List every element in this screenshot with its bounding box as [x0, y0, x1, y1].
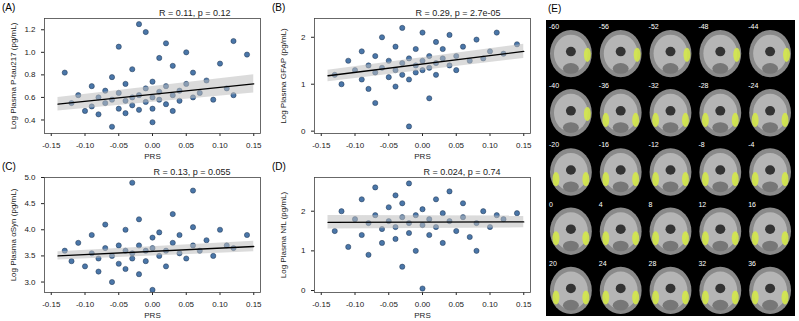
- svg-text:-0.15: -0.15: [42, 141, 61, 150]
- svg-text:32: 32: [698, 260, 706, 267]
- svg-text:-0.05: -0.05: [110, 300, 129, 309]
- svg-text:PRS: PRS: [144, 152, 160, 161]
- svg-text:0.05: 0.05: [448, 141, 464, 150]
- svg-text:0.4: 0.4: [24, 116, 36, 125]
- svg-text:R = 0.11, p = 0.12: R = 0.11, p = 0.12: [159, 8, 230, 18]
- svg-text:-0.10: -0.10: [346, 141, 365, 150]
- svg-text:-20: -20: [549, 141, 559, 148]
- svg-text:16: 16: [748, 201, 756, 208]
- svg-text:3.5: 3.5: [24, 251, 36, 260]
- svg-text:1: 1: [301, 80, 306, 89]
- svg-text:0: 0: [301, 286, 306, 295]
- svg-text:-0.05: -0.05: [380, 141, 399, 150]
- svg-text:PRS: PRS: [414, 152, 430, 161]
- svg-text:0.15: 0.15: [246, 300, 262, 309]
- svg-text:Log Plasma GFAP (pg/mL): Log Plasma GFAP (pg/mL): [279, 28, 288, 124]
- svg-text:0.10: 0.10: [212, 141, 228, 150]
- svg-text:4: 4: [599, 201, 603, 208]
- svg-text:-56: -56: [599, 23, 609, 30]
- svg-text:0.10: 0.10: [482, 141, 498, 150]
- svg-text:36: 36: [748, 260, 756, 267]
- svg-text:-0.15: -0.15: [42, 300, 61, 309]
- html-text:(E): (E): [548, 3, 562, 14]
- svg-text:5.0: 5.0: [24, 173, 36, 182]
- svg-text:-24: -24: [748, 82, 758, 89]
- svg-text:1.0: 1.0: [24, 48, 36, 57]
- svg-text:-12: -12: [649, 141, 659, 148]
- svg-text:0: 0: [301, 127, 306, 136]
- svg-text:-4: -4: [748, 141, 754, 148]
- svg-text:-40: -40: [549, 82, 559, 89]
- svg-text:-0.10: -0.10: [76, 300, 95, 309]
- svg-text:-0.05: -0.05: [380, 300, 399, 309]
- svg-text:PRS: PRS: [414, 311, 430, 320]
- html-text:(D): (D): [272, 161, 286, 172]
- svg-text:-0.15: -0.15: [312, 300, 331, 309]
- svg-text:2: 2: [301, 33, 306, 42]
- svg-text:0.05: 0.05: [448, 300, 464, 309]
- svg-text:-0.15: -0.15: [312, 141, 331, 150]
- svg-text:3.0: 3.0: [24, 278, 36, 287]
- svg-text:0.10: 0.10: [212, 300, 228, 309]
- svg-text:0.00: 0.00: [145, 300, 161, 309]
- svg-text:24: 24: [599, 260, 607, 267]
- svg-text:R = 0.024, p = 0.74: R = 0.024, p = 0.74: [423, 167, 500, 177]
- svg-text:-28: -28: [698, 82, 708, 89]
- svg-text:PRS: PRS: [144, 311, 160, 320]
- svg-text:0: 0: [549, 201, 553, 208]
- svg-text:-60: -60: [549, 23, 559, 30]
- svg-text:-32: -32: [649, 82, 659, 89]
- svg-text:0.10: 0.10: [482, 300, 498, 309]
- svg-text:-44: -44: [748, 23, 758, 30]
- svg-text:12: 12: [698, 201, 706, 208]
- svg-text:R = 0.13, p = 0.055: R = 0.13, p = 0.055: [153, 167, 230, 177]
- svg-text:0.8: 0.8: [24, 70, 36, 79]
- html-text:(B): (B): [272, 2, 286, 13]
- svg-text:0.05: 0.05: [178, 141, 194, 150]
- svg-text:1: 1: [301, 246, 306, 255]
- svg-text:-8: -8: [698, 141, 704, 148]
- svg-text:-52: -52: [649, 23, 659, 30]
- svg-text:Log Plasma αSyn (pg/mL): Log Plasma αSyn (pg/mL): [9, 188, 18, 281]
- svg-text:8: 8: [649, 201, 653, 208]
- svg-text:-0.10: -0.10: [346, 300, 365, 309]
- svg-text:0.05: 0.05: [178, 300, 194, 309]
- svg-text:0.15: 0.15: [246, 141, 262, 150]
- svg-text:-36: -36: [599, 82, 609, 89]
- svg-text:0.00: 0.00: [145, 141, 161, 150]
- svg-text:4.0: 4.0: [24, 225, 36, 234]
- svg-text:0.00: 0.00: [415, 141, 431, 150]
- svg-text:-48: -48: [698, 23, 708, 30]
- html-text:(C): (C): [2, 161, 16, 172]
- svg-text:0.15: 0.15: [516, 300, 532, 309]
- svg-text:4.5: 4.5: [24, 199, 36, 208]
- svg-text:0.15: 0.15: [516, 141, 532, 150]
- html-text:(A): (A): [2, 2, 16, 13]
- svg-text:Log Plasma P-tau217 (pg/mL): Log Plasma P-tau217 (pg/mL): [9, 22, 18, 129]
- svg-text:-16: -16: [599, 141, 609, 148]
- svg-text:R = 0.29, p = 2.7e-05: R = 0.29, p = 2.7e-05: [415, 8, 500, 18]
- svg-text:-0.10: -0.10: [76, 141, 95, 150]
- svg-text:-0.05: -0.05: [110, 141, 129, 150]
- svg-text:20: 20: [549, 260, 557, 267]
- svg-text:0.00: 0.00: [415, 300, 431, 309]
- svg-text:Log Plasma NfL (pg/mL): Log Plasma NfL (pg/mL): [279, 191, 288, 278]
- svg-text:2: 2: [301, 207, 306, 216]
- svg-text:28: 28: [649, 260, 657, 267]
- svg-text:0.6: 0.6: [24, 93, 36, 102]
- svg-text:1.2: 1.2: [24, 25, 36, 34]
